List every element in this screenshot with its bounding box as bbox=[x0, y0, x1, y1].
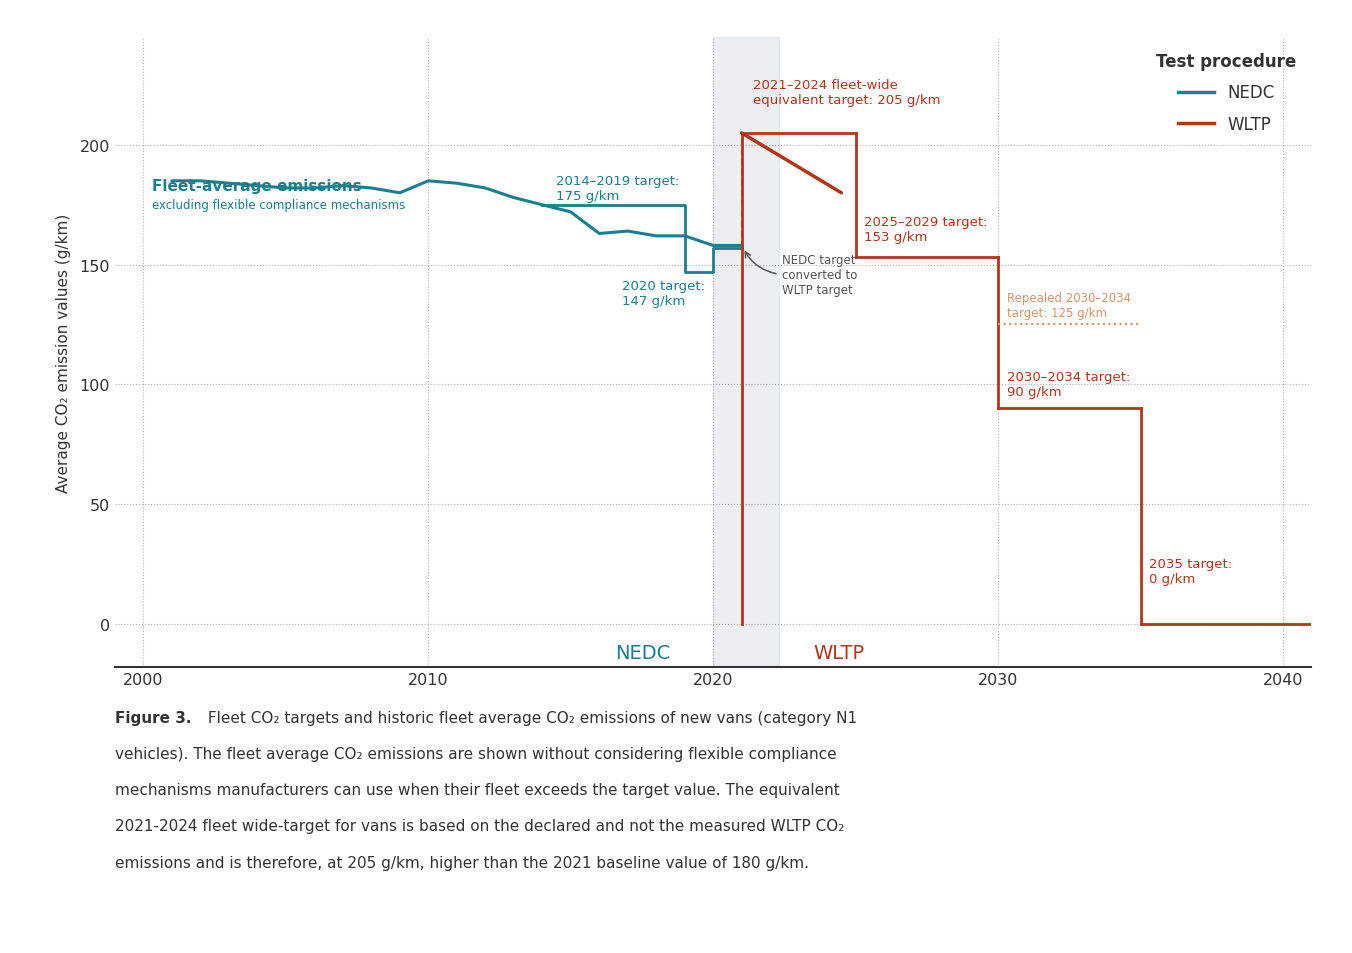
Text: emissions and is therefore, at 205 g/km, higher than the 2021 baseline value of : emissions and is therefore, at 205 g/km,… bbox=[115, 855, 808, 870]
Text: Repealed 2030–2034
target: 125 g/km: Repealed 2030–2034 target: 125 g/km bbox=[1007, 292, 1130, 320]
Text: 2030–2034 target:
90 g/km: 2030–2034 target: 90 g/km bbox=[1007, 371, 1130, 399]
Text: excluding flexible compliance mechanisms: excluding flexible compliance mechanisms bbox=[151, 199, 406, 212]
Text: 2020 target:
147 g/km: 2020 target: 147 g/km bbox=[622, 280, 704, 308]
Text: Fleet-average emissions: Fleet-average emissions bbox=[151, 179, 362, 193]
Text: vehicles). The fleet average CO₂ emissions are shown without considering flexibl: vehicles). The fleet average CO₂ emissio… bbox=[115, 746, 837, 761]
Text: Figure 3.: Figure 3. bbox=[115, 710, 192, 725]
Text: 2021-2024 fleet wide-target for vans is based on the declared and not the measur: 2021-2024 fleet wide-target for vans is … bbox=[115, 819, 844, 834]
Legend: NEDC, WLTP: NEDC, WLTP bbox=[1149, 47, 1303, 140]
Text: 2025–2029 target:
153 g/km: 2025–2029 target: 153 g/km bbox=[864, 215, 988, 243]
Text: NEDC: NEDC bbox=[615, 643, 671, 662]
Text: 2014–2019 target:
175 g/km: 2014–2019 target: 175 g/km bbox=[557, 174, 680, 203]
Text: 2021–2024 fleet-wide
equivalent target: 205 g/km: 2021–2024 fleet-wide equivalent target: … bbox=[753, 79, 941, 107]
Text: mechanisms manufacturers can use when their fleet exceeds the target value. The : mechanisms manufacturers can use when th… bbox=[115, 782, 840, 798]
Text: 2035 target:
0 g/km: 2035 target: 0 g/km bbox=[1149, 558, 1232, 585]
Text: Fleet CO₂ targets and historic fleet average CO₂ emissions of new vans (category: Fleet CO₂ targets and historic fleet ave… bbox=[203, 710, 857, 725]
Y-axis label: Average CO₂ emission values (g/km): Average CO₂ emission values (g/km) bbox=[57, 213, 72, 492]
Text: WLTP: WLTP bbox=[813, 643, 864, 662]
Text: NEDC target
converted to
WLTP target: NEDC target converted to WLTP target bbox=[781, 253, 857, 296]
Bar bbox=[713, 38, 779, 667]
